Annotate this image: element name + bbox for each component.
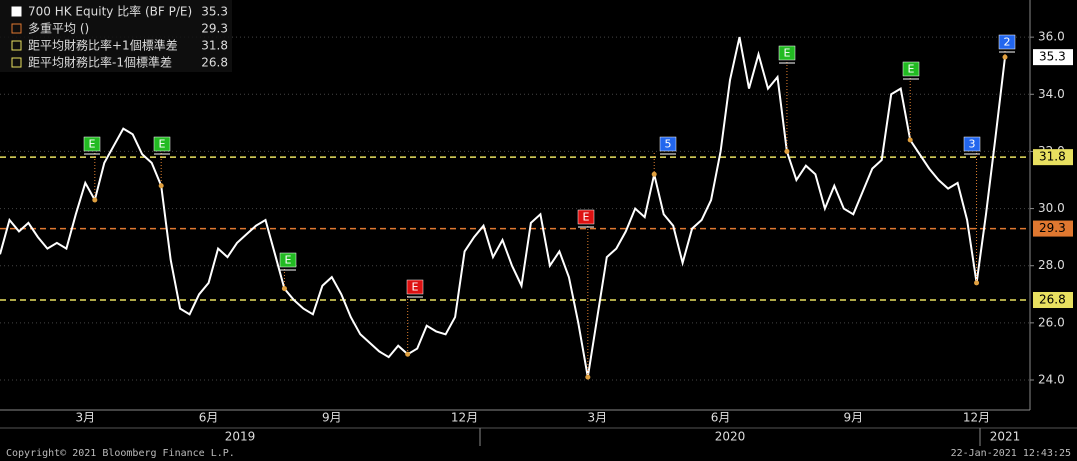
- y-tick-label: 26.0: [1038, 315, 1065, 329]
- event-box: [279, 252, 297, 268]
- y-tick-label: 24.0: [1038, 373, 1065, 387]
- legend-value: 35.3: [201, 5, 228, 19]
- value-badge: [1033, 149, 1073, 166]
- value-badge: [1033, 49, 1073, 66]
- event-point: [1002, 54, 1008, 60]
- legend-value: 29.3: [201, 22, 228, 36]
- event-box: [902, 61, 920, 77]
- legend-swatch: [11, 57, 22, 68]
- legend-background: [0, 0, 232, 72]
- x-tick-label: 9月: [843, 411, 863, 425]
- year-label: 2019: [225, 430, 256, 444]
- legend-swatch: [11, 6, 22, 17]
- y-tick-label: 28.0: [1038, 258, 1065, 272]
- value-badge-label: 29.3: [1039, 221, 1066, 235]
- line-series: [0, 36, 1006, 378]
- legend-label: 多重平均 (): [28, 22, 89, 36]
- y-tick-label: 30.0: [1038, 201, 1065, 215]
- x-tick-label: 12月: [451, 411, 478, 425]
- x-tick-label: 3月: [587, 411, 607, 425]
- event-point: [281, 286, 287, 292]
- y-tick-label: 36.0: [1038, 30, 1065, 44]
- event-point: [974, 280, 980, 286]
- event-point: [784, 148, 790, 154]
- event-box: [153, 136, 171, 152]
- event-label: E: [908, 63, 915, 76]
- legend-swatch: [11, 40, 22, 51]
- legend-label: 距平均財務比率-1個標準差: [28, 55, 172, 70]
- event-label: E: [285, 254, 292, 267]
- y-tick-label: 34.0: [1038, 87, 1065, 101]
- event-label: E: [583, 211, 590, 224]
- legend-label: 700 HK Equity 比率 (BF P/E): [28, 4, 192, 19]
- x-tick-label: 3月: [76, 411, 96, 425]
- event-box: [83, 136, 101, 152]
- event-point: [585, 374, 591, 380]
- value-badge: [1033, 220, 1073, 237]
- value-badge: [1033, 292, 1073, 308]
- footer-right: 22-Jan-2021 12:43:25: [951, 448, 1071, 459]
- event-box: [406, 279, 424, 295]
- event-box: [963, 136, 981, 152]
- footer-left: Copyright© 2021 Bloomberg Finance L.P.: [6, 448, 235, 459]
- x-tick-label: 9月: [322, 411, 342, 425]
- event-label: E: [159, 138, 166, 151]
- value-badge-label: 26.8: [1039, 293, 1066, 307]
- year-label: 2020: [715, 430, 746, 444]
- legend-label: 距平均財務比率+1個標準差: [28, 38, 178, 53]
- event-box: [577, 209, 595, 225]
- year-label: 2021: [990, 430, 1021, 444]
- event-point: [158, 183, 164, 189]
- event-point: [92, 197, 98, 203]
- event-label: E: [784, 47, 791, 60]
- event-label: 3: [969, 138, 976, 151]
- legend-value: 31.8: [201, 39, 228, 53]
- x-tick-label: 12月: [963, 411, 990, 425]
- x-tick-label: 6月: [199, 411, 219, 425]
- value-badge-label: 31.8: [1039, 150, 1066, 164]
- legend-value: 26.8: [201, 56, 228, 70]
- x-tick-label: 6月: [711, 411, 731, 425]
- value-badge-label: 35.3: [1039, 50, 1066, 64]
- event-point: [907, 137, 913, 143]
- event-box: [659, 136, 677, 152]
- event-point: [651, 171, 657, 177]
- event-point: [405, 351, 411, 357]
- event-label: 5: [665, 138, 672, 151]
- event-label: E: [412, 281, 419, 294]
- event-box: [778, 45, 796, 61]
- event-label: E: [89, 138, 96, 151]
- event-box: [998, 34, 1016, 50]
- legend-swatch: [11, 23, 22, 34]
- event-label: 2: [1004, 36, 1011, 49]
